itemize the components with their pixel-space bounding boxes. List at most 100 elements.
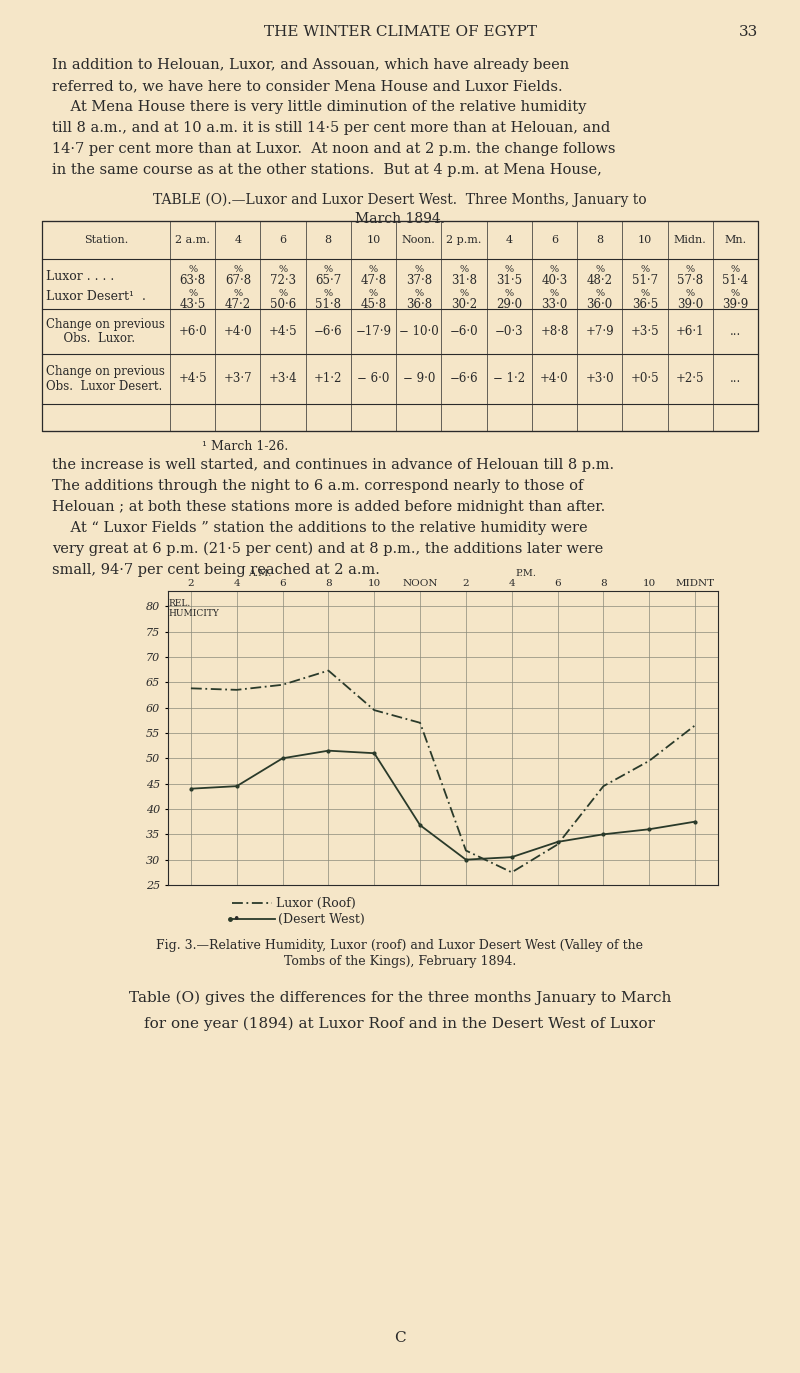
Text: 8: 8 [596,235,603,244]
Text: 36·0: 36·0 [586,298,613,312]
Text: +6·0: +6·0 [178,325,207,338]
Text: A.M.: A.M. [248,570,271,578]
Text: 51·4: 51·4 [722,275,749,287]
Text: 51·8: 51·8 [315,298,342,312]
Text: %: % [414,265,423,273]
Text: %: % [550,288,559,298]
Text: Luxor . . . .: Luxor . . . . [46,269,114,283]
Text: 47·8: 47·8 [361,275,386,287]
Text: The additions through the night to 6 a.m. correspond nearly to those of: The additions through the night to 6 a.m… [52,479,583,493]
Text: 33·0: 33·0 [542,298,567,312]
Text: ...: ... [730,372,741,386]
Text: 72·3: 72·3 [270,275,296,287]
Text: +4·0: +4·0 [223,325,252,338]
Text: %: % [234,265,242,273]
Text: +8·8: +8·8 [540,325,569,338]
Text: Fig. 3.—Relative Humidity, Luxor (roof) and Luxor Desert West (Valley of the: Fig. 3.—Relative Humidity, Luxor (roof) … [157,939,643,951]
Text: − 10·0: − 10·0 [399,325,438,338]
Text: %: % [188,288,197,298]
Text: Change on previous: Change on previous [46,365,165,379]
Text: till 8 a.m., and at 10 a.m. it is still 14·5 per cent more than at Helouan, and: till 8 a.m., and at 10 a.m. it is still … [52,121,610,135]
Text: 37·8: 37·8 [406,275,432,287]
Text: 47·2: 47·2 [225,298,251,312]
Text: +3·0: +3·0 [586,372,614,386]
Text: Midn.: Midn. [674,235,706,244]
Text: −6·0: −6·0 [450,325,478,338]
Text: 10: 10 [366,235,381,244]
Text: %: % [188,265,197,273]
Text: +3·5: +3·5 [630,325,659,338]
Text: 39·0: 39·0 [677,298,703,312]
Text: 50·6: 50·6 [270,298,296,312]
Text: 40·3: 40·3 [542,275,567,287]
Text: %: % [595,288,604,298]
Text: in the same course as at the other stations.  But at 4 p.m. at Mena House,: in the same course as at the other stati… [52,163,602,177]
Text: 10: 10 [638,235,652,244]
Text: − 1·2: − 1·2 [493,372,526,386]
Text: −6·6: −6·6 [314,325,342,338]
Text: Obs.  Luxor Desert.: Obs. Luxor Desert. [46,379,162,393]
Text: Helouan ; at both these stations more is added before midnight than after.: Helouan ; at both these stations more is… [52,500,606,514]
Text: %: % [640,265,650,273]
Text: Station.: Station. [84,235,128,244]
Text: +6·1: +6·1 [676,325,705,338]
Text: In addition to Helouan, Luxor, and Assouan, which have already been: In addition to Helouan, Luxor, and Assou… [52,58,570,71]
Text: %: % [324,288,333,298]
Text: − 6·0: − 6·0 [358,372,390,386]
Text: %: % [505,265,514,273]
Text: %: % [369,288,378,298]
Text: %: % [459,265,469,273]
Text: +2·5: +2·5 [676,372,705,386]
Text: 51·7: 51·7 [632,275,658,287]
Text: %: % [550,265,559,273]
Text: +7·9: +7·9 [586,325,614,338]
Text: 36·8: 36·8 [406,298,432,312]
Text: Luxor Desert¹  .: Luxor Desert¹ . [46,291,146,303]
Text: P.M.: P.M. [515,570,536,578]
Text: small, 94·7 per cent being reached at 2 a.m.: small, 94·7 per cent being reached at 2 … [52,563,380,577]
Text: +4·0: +4·0 [540,372,569,386]
Text: +4·5: +4·5 [269,325,298,338]
Text: referred to, we have here to consider Mena House and Luxor Fields.: referred to, we have here to consider Me… [52,80,562,93]
Text: Change on previous: Change on previous [46,319,165,331]
Text: 2 a.m.: 2 a.m. [175,235,210,244]
Text: %: % [278,288,288,298]
Text: 67·8: 67·8 [225,275,251,287]
Text: REL.
HUMICITY: REL. HUMICITY [169,599,220,618]
Text: 31·8: 31·8 [451,275,477,287]
Text: 45·8: 45·8 [361,298,386,312]
Text: very great at 6 p.m. (21·5 per cent) and at 8 p.m., the additions later were: very great at 6 p.m. (21·5 per cent) and… [52,542,603,556]
Text: the increase is well started, and continues in advance of Helouan till 8 p.m.: the increase is well started, and contin… [52,459,614,472]
Text: 6: 6 [551,235,558,244]
Text: Mn.: Mn. [724,235,746,244]
Text: %: % [640,288,650,298]
Text: 2 p.m.: 2 p.m. [446,235,482,244]
Text: 63·8: 63·8 [179,275,206,287]
Text: THE WINTER CLIMATE OF EGYPT: THE WINTER CLIMATE OF EGYPT [263,25,537,38]
Text: Tombs of the Kings), February 1894.: Tombs of the Kings), February 1894. [284,956,516,968]
Text: C: C [394,1330,406,1346]
Text: 33: 33 [738,25,758,38]
Text: 39·9: 39·9 [722,298,749,312]
Text: 57·8: 57·8 [677,275,703,287]
Text: TABLE (O).—Luxor and Luxor Desert West.  Three Months, January to: TABLE (O).—Luxor and Luxor Desert West. … [153,194,647,207]
Text: %: % [369,265,378,273]
Text: Table (O) gives the differences for the three months January to March: Table (O) gives the differences for the … [129,991,671,1005]
Text: %: % [731,265,740,273]
Text: 29·0: 29·0 [496,298,522,312]
Text: +0·5: +0·5 [630,372,659,386]
Text: 14·7 per cent more than at Luxor.  At noon and at 2 p.m. the change follows: 14·7 per cent more than at Luxor. At noo… [52,141,615,157]
Text: %: % [278,265,288,273]
Text: %: % [414,288,423,298]
Text: %: % [459,288,469,298]
Text: 4: 4 [506,235,513,244]
Text: +3·7: +3·7 [223,372,252,386]
Text: −17·9: −17·9 [355,325,391,338]
Text: − 9·0: − 9·0 [402,372,435,386]
Text: for one year (1894) at Luxor Roof and in the Desert West of Luxor: for one year (1894) at Luxor Roof and in… [145,1016,655,1031]
Text: %: % [595,265,604,273]
Bar [42,221,758,431]
Text: 8: 8 [325,235,332,244]
Text: 43·5: 43·5 [179,298,206,312]
Text: Noon.: Noon. [402,235,436,244]
